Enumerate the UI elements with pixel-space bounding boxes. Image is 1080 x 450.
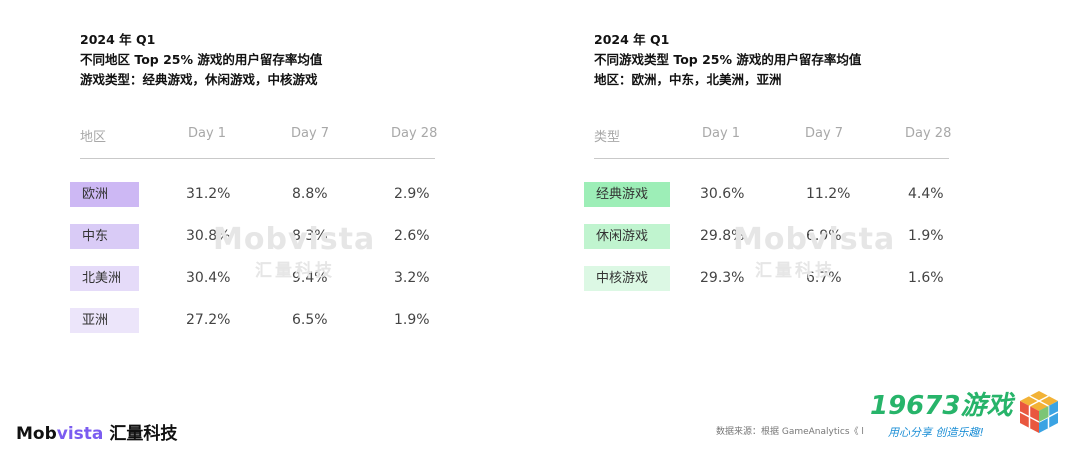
table-subtitle: 地区：欧洲，中东，北美洲，亚洲 bbox=[594, 72, 782, 87]
cell-d28: 1.9% bbox=[394, 312, 430, 328]
header-day28: Day 28 bbox=[905, 126, 952, 141]
cell-d7: 6.9% bbox=[806, 228, 842, 244]
table-row: 中核游戏 29.3% 6.7% 1.6% bbox=[584, 266, 949, 292]
table-row: 经典游戏 30.6% 11.2% 4.4% bbox=[584, 182, 949, 208]
header-day7: Day 7 bbox=[805, 126, 844, 141]
header-day7: Day 7 bbox=[291, 126, 330, 141]
cell-d7: 9.4% bbox=[292, 270, 328, 286]
table-row: 休闲游戏 29.8% 6.9% 1.9% bbox=[584, 224, 949, 250]
header-day28: Day 28 bbox=[391, 126, 438, 141]
row-label: 中核游戏 bbox=[584, 266, 670, 291]
brand-name-b: vista bbox=[56, 424, 104, 444]
table-row: 欧洲 31.2% 8.8% 2.9% bbox=[70, 182, 435, 208]
cell-d28: 4.4% bbox=[908, 186, 944, 202]
cell-d28: 3.2% bbox=[394, 270, 430, 286]
row-label: 亚洲 bbox=[70, 308, 139, 333]
cell-d7: 8.3% bbox=[292, 228, 328, 244]
row-label: 北美洲 bbox=[70, 266, 139, 291]
table-title: 不同游戏类型 Top 25% 游戏的用户留存率均值 bbox=[594, 52, 862, 67]
cell-d7: 6.5% bbox=[292, 312, 328, 328]
header-day1: Day 1 bbox=[702, 126, 741, 141]
table-row: 亚洲 27.2% 6.5% 1.9% bbox=[70, 308, 435, 334]
table-row: 中东 30.8% 8.3% 2.6% bbox=[70, 224, 435, 250]
brand-name-a: Mob bbox=[16, 424, 57, 444]
row-label: 休闲游戏 bbox=[584, 224, 670, 249]
row-label: 中东 bbox=[70, 224, 139, 249]
data-source-note: 数据来源：根据 GameAnalytics《 l bbox=[716, 427, 864, 437]
period-label: 2024 年 Q1 bbox=[80, 32, 156, 47]
header-day1: Day 1 bbox=[188, 126, 227, 141]
genre-retention-panel: 2024 年 Q1 不同游戏类型 Top 25% 游戏的用户留存率均值 地区：欧… bbox=[584, 30, 974, 291]
table-header: 类型 Day 1 Day 7 Day 28 bbox=[594, 126, 952, 159]
header-genre: 类型 bbox=[594, 130, 621, 145]
site-name: 19673游戏 bbox=[870, 391, 1013, 421]
cell-d7: 8.8% bbox=[292, 186, 328, 202]
cell-d1: 27.2% bbox=[186, 312, 231, 328]
row-label: 欧洲 bbox=[70, 182, 139, 207]
cell-d28: 2.9% bbox=[394, 186, 430, 202]
cube-icon bbox=[1019, 391, 1059, 433]
period-label: 2024 年 Q1 bbox=[594, 32, 670, 47]
cell-d1: 30.8% bbox=[186, 228, 231, 244]
table-subtitle: 游戏类型：经典游戏，休闲游戏，中核游戏 bbox=[80, 72, 318, 87]
cell-d1: 30.6% bbox=[700, 186, 745, 202]
cell-d1: 29.3% bbox=[700, 270, 745, 286]
cell-d28: 1.9% bbox=[908, 228, 944, 244]
cell-d1: 29.8% bbox=[700, 228, 745, 244]
cell-d1: 31.2% bbox=[186, 186, 231, 202]
region-retention-panel: 2024 年 Q1 不同地区 Top 25% 游戏的用户留存率均值 游戏类型：经… bbox=[70, 30, 460, 333]
cell-d1: 30.4% bbox=[186, 270, 231, 286]
table-row: 北美洲 30.4% 9.4% 3.2% bbox=[70, 266, 435, 292]
cell-d7: 11.2% bbox=[806, 186, 851, 202]
cell-d7: 6.7% bbox=[806, 270, 842, 286]
brand-name-cn: 汇量科技 bbox=[109, 424, 178, 444]
table-header: 地区 Day 1 Day 7 Day 28 bbox=[80, 126, 438, 159]
cell-d28: 2.6% bbox=[394, 228, 430, 244]
site-logo: 19673游戏 用心分享 创造乐趣! bbox=[870, 385, 1012, 440]
row-label: 经典游戏 bbox=[584, 182, 670, 207]
cell-d28: 1.6% bbox=[908, 270, 944, 286]
table-title: 不同地区 Top 25% 游戏的用户留存率均值 bbox=[80, 52, 323, 67]
site-slogan: 用心分享 创造乐趣! bbox=[888, 426, 984, 439]
mobvista-logo: Mobvista 汇量科技 bbox=[16, 419, 177, 444]
header-region: 地区 bbox=[80, 130, 107, 145]
